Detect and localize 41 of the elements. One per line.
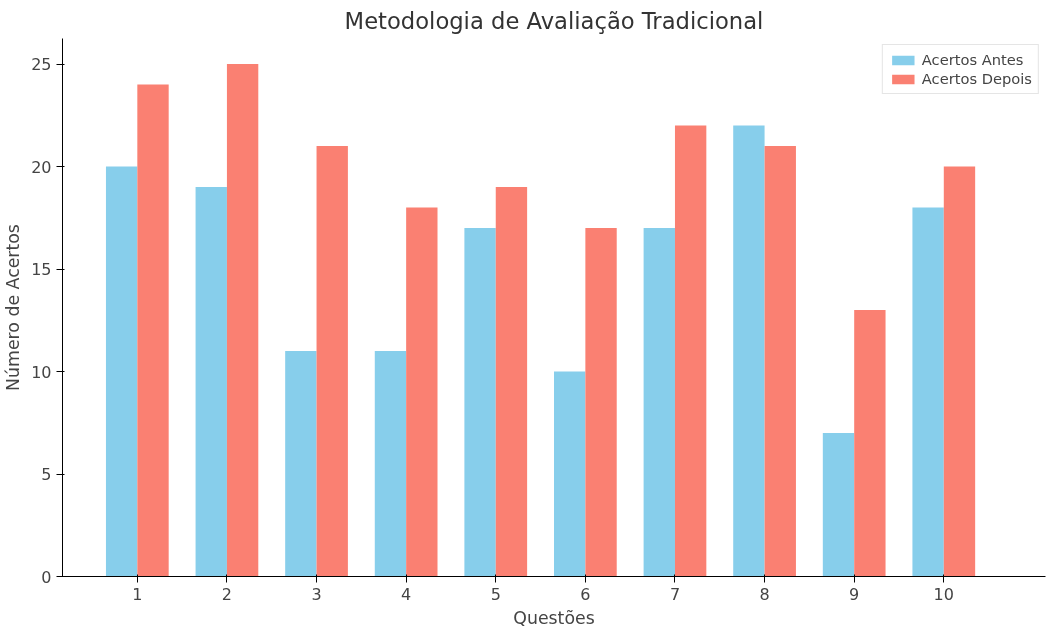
bar	[554, 371, 586, 577]
y-tick-label: 25	[31, 55, 52, 75]
x-tick-label: 4	[401, 584, 412, 604]
bar	[374, 351, 407, 577]
bar	[406, 207, 438, 577]
bar	[137, 84, 169, 577]
x-tick-label: 7	[669, 584, 681, 604]
bar	[226, 64, 259, 577]
bar	[764, 146, 796, 577]
y-tick-label: 0	[41, 567, 52, 587]
y-tick-label: 15	[31, 260, 52, 280]
x-tick-label: 6	[580, 584, 591, 604]
chart-title: Metodologia de Avaliação Tradicional	[344, 7, 764, 34]
bar	[105, 166, 138, 577]
x-tick-label: 3	[311, 584, 322, 604]
y-tick-label: 10	[31, 362, 52, 382]
y-axis-title: Número de Acertos	[3, 224, 24, 391]
bar	[943, 166, 976, 577]
x-tick-label: 2	[221, 584, 233, 604]
x-tick-label: 5	[490, 584, 501, 604]
x-tick-label: 9	[849, 584, 860, 604]
bar	[854, 310, 886, 577]
bar	[585, 228, 617, 577]
bar	[733, 125, 765, 577]
bar	[912, 207, 944, 577]
bar	[316, 146, 348, 577]
legend-label: Acertos Antes	[921, 51, 1024, 68]
bar	[643, 228, 675, 577]
legend-label: Acertos Depois	[921, 70, 1032, 87]
bar	[464, 228, 496, 577]
x-tick-label: 10	[933, 584, 954, 604]
x-tick-label: 8	[759, 584, 770, 604]
y-tick-label: 5	[41, 465, 52, 485]
x-tick-label: 1	[132, 584, 143, 604]
bar	[495, 187, 528, 577]
bar	[285, 351, 317, 577]
bar	[674, 125, 707, 577]
bar	[822, 433, 855, 577]
y-tick-label: 20	[31, 157, 52, 177]
x-axis-title: Questões	[513, 607, 595, 628]
bar	[195, 187, 227, 577]
